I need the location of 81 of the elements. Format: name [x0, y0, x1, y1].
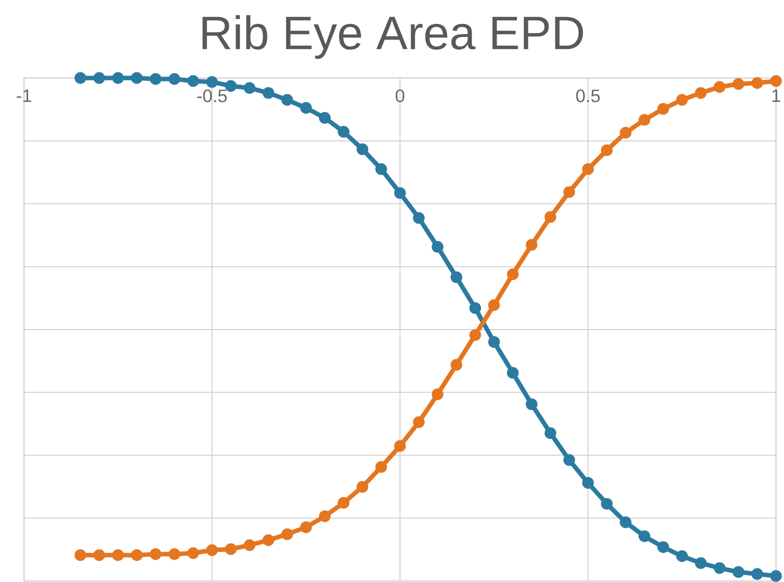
point [130, 72, 143, 84]
point [676, 94, 688, 106]
point [244, 82, 256, 94]
x-tick-label: -1 [16, 90, 32, 102]
point [469, 329, 482, 341]
point [318, 112, 331, 124]
point [206, 544, 218, 556]
point [394, 187, 406, 199]
point [112, 72, 124, 84]
point [224, 543, 237, 555]
point [93, 72, 106, 84]
point [281, 94, 294, 106]
point [488, 336, 500, 348]
point [300, 102, 312, 114]
point [412, 212, 425, 224]
point [657, 103, 670, 115]
point [732, 78, 744, 90]
point [563, 454, 576, 466]
point [694, 87, 707, 99]
point [714, 562, 726, 574]
x-tick-label: 0.5 [576, 90, 600, 102]
point [544, 211, 556, 223]
point [338, 126, 350, 138]
point [412, 416, 425, 428]
point [356, 143, 368, 156]
point [168, 548, 180, 560]
x-tick-label: 0 [396, 90, 404, 102]
point [93, 549, 106, 561]
point [600, 498, 613, 510]
point [206, 76, 218, 88]
point [375, 461, 388, 473]
point [130, 549, 143, 561]
point [262, 87, 274, 99]
point [281, 528, 294, 540]
point [600, 144, 613, 156]
point [187, 547, 200, 559]
point [751, 77, 764, 89]
point [714, 81, 726, 93]
point [563, 186, 576, 198]
point [526, 398, 538, 410]
point [432, 388, 444, 400]
point [356, 481, 368, 493]
point [620, 516, 632, 528]
point [394, 440, 406, 452]
point [150, 73, 162, 85]
point [112, 549, 124, 561]
point [694, 557, 707, 569]
point [450, 271, 462, 284]
point [300, 521, 312, 534]
point [469, 302, 482, 314]
point [244, 539, 256, 551]
x-tick-label: -0.5 [197, 90, 227, 102]
point [751, 568, 764, 580]
point [450, 359, 462, 371]
point [544, 427, 556, 439]
point [168, 73, 180, 85]
point [338, 496, 350, 509]
point [526, 238, 538, 251]
point [506, 366, 519, 379]
point [488, 299, 500, 311]
point [74, 72, 86, 84]
point [375, 163, 388, 175]
point [638, 114, 650, 126]
point [770, 570, 782, 582]
point [638, 530, 650, 542]
point [318, 510, 331, 522]
point [187, 75, 200, 87]
point [582, 163, 594, 175]
x-tick-label: 1 [772, 90, 780, 102]
point [657, 541, 670, 553]
point [150, 548, 162, 560]
point [582, 477, 594, 489]
point [506, 268, 519, 280]
point [732, 566, 744, 578]
point [432, 240, 444, 253]
point [262, 534, 274, 546]
point [74, 549, 86, 561]
chart-title: Rib Eye Area EPD [202, 15, 583, 59]
point [676, 550, 688, 562]
point [770, 75, 782, 87]
point [620, 126, 632, 139]
